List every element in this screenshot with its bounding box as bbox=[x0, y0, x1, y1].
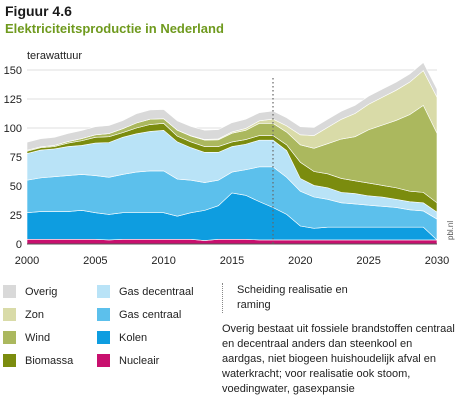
legend-item-kolen: Kolen bbox=[97, 331, 147, 344]
legend-item-wind: Wind bbox=[3, 331, 50, 344]
y-tick-label: 75 bbox=[10, 152, 22, 164]
legend-label: Wind bbox=[25, 331, 51, 344]
legend-swatch bbox=[97, 308, 110, 321]
legend-item-nucleair: Nucleair bbox=[97, 354, 159, 367]
legend-label: Overig bbox=[25, 285, 58, 298]
figure-number: Figuur 4.6 bbox=[5, 3, 72, 19]
legend-item-gas-centraal: Gas centraal bbox=[97, 308, 181, 321]
footnote: Overig bestaat uit fossiele brandstoffen… bbox=[222, 323, 455, 395]
y-tick-label: 0 bbox=[16, 239, 22, 251]
x-tick-label: 2020 bbox=[288, 255, 312, 267]
legend-item-zon: Zon bbox=[3, 308, 44, 321]
legend-label: Biomassa bbox=[25, 354, 74, 367]
legend-label: Kolen bbox=[119, 331, 148, 344]
legend-swatch bbox=[97, 354, 110, 367]
y-tick-label: 50 bbox=[10, 181, 22, 193]
separator-legend-label: Scheiding realisatie en raming bbox=[237, 284, 348, 311]
legend-swatch bbox=[97, 285, 110, 298]
x-tick-label: 2010 bbox=[151, 255, 175, 267]
legend-swatch bbox=[3, 308, 16, 321]
y-axis-label: terawattuur bbox=[27, 50, 82, 62]
legend-swatch bbox=[97, 331, 110, 344]
legend-item-biomassa: Biomassa bbox=[3, 354, 73, 367]
x-tick-label: 2005 bbox=[83, 255, 107, 267]
stacked-area-chart: terawattuur 0 25 50 75 100 125 150 2000 2005 2010 2… bbox=[4, 50, 455, 267]
legend-swatch bbox=[3, 285, 16, 298]
legend-label: Nucleair bbox=[119, 354, 160, 367]
legend-label: Zon bbox=[25, 308, 44, 321]
chart-title: Elektriciteitsproductie in Nederland bbox=[5, 21, 224, 36]
legend-swatch bbox=[3, 331, 16, 344]
legend-item-gas-decentraal: Gas decentraal bbox=[97, 285, 194, 298]
y-tick-label: 150 bbox=[4, 65, 22, 77]
separator-legend: Scheiding realisatie en raming bbox=[222, 283, 357, 313]
area-overig bbox=[26, 61, 438, 151]
x-tick-label: 2015 bbox=[220, 255, 244, 267]
separator-legend-marker bbox=[222, 283, 227, 313]
y-tick-label: 100 bbox=[4, 123, 22, 135]
x-tick-label: 2025 bbox=[356, 255, 380, 267]
legend-label: Gas centraal bbox=[119, 308, 182, 321]
y-tick-label: 125 bbox=[4, 94, 22, 106]
legend-swatch bbox=[3, 354, 16, 367]
source-tag: pbl.nl bbox=[446, 221, 455, 240]
legend-item-overig: Overig bbox=[3, 285, 57, 298]
legend-label: Gas decentraal bbox=[119, 285, 194, 298]
y-tick-label: 25 bbox=[10, 210, 22, 222]
x-tick-label: 2000 bbox=[15, 255, 39, 267]
x-tick-label: 2030 bbox=[425, 255, 449, 267]
